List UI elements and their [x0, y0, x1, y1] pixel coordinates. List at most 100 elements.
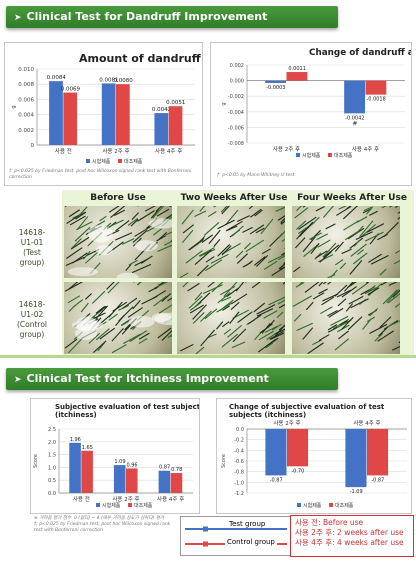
hair-strand — [315, 206, 325, 212]
hair-strand — [281, 252, 285, 256]
hair-strand — [131, 212, 140, 221]
hair-strand — [310, 243, 320, 255]
hair-strand — [167, 297, 172, 302]
hair-strand — [76, 221, 93, 231]
hair-strand — [366, 223, 385, 233]
hair-strand — [263, 260, 278, 270]
hair-strand — [388, 282, 398, 286]
hair-strand — [114, 232, 133, 241]
y-tick-label: -1.2 — [234, 491, 244, 497]
hair-strand — [169, 206, 172, 208]
bar-value-label: 0.0069 — [61, 87, 81, 93]
hair-strand — [156, 208, 170, 217]
hair-strand — [65, 247, 83, 260]
hair-strand — [133, 237, 142, 247]
bar-test — [69, 442, 81, 493]
hair-strand — [341, 316, 354, 330]
hair-strand — [208, 229, 221, 245]
y-tick-label: -1.0 — [234, 480, 244, 486]
hair-strand — [320, 306, 333, 315]
itch-chart-panel: Subjective evaluation of test subjects (i… — [30, 398, 200, 514]
hair-strand — [339, 262, 347, 270]
hair-strand — [221, 245, 232, 256]
change-footnote: †: p<0.05 by Mann-Whitney U test — [217, 173, 295, 178]
hair-strand — [275, 206, 285, 212]
hair-strand — [280, 220, 285, 225]
hair-strand — [245, 239, 265, 253]
hair-strand — [236, 253, 248, 264]
hair-strand — [189, 304, 204, 314]
chart-title-line: (itchiness) — [55, 411, 97, 419]
x-category-label: 사용 2주 후 — [102, 147, 129, 155]
column-header-two-weeks: Two Weeks After Use — [180, 193, 288, 203]
hair-strand — [369, 210, 378, 216]
bar-value-label: -0.0018 — [367, 97, 386, 103]
bar-control — [365, 80, 387, 95]
x-category-label: 사용 전 — [55, 147, 72, 155]
bar-test — [344, 80, 365, 114]
hair-strand — [251, 282, 261, 289]
hair-strand — [356, 249, 365, 256]
hair-strand — [108, 313, 118, 321]
hair-strand — [84, 293, 93, 300]
hair-strand — [198, 247, 215, 257]
definition-two-weeks: 사용 2주 후: 2 weeks after use — [295, 528, 404, 537]
hair-strand — [64, 338, 78, 349]
bar-test — [158, 470, 171, 493]
bar-control — [287, 429, 309, 467]
hair-strand — [296, 206, 303, 212]
hair-strand — [256, 254, 269, 267]
y-tick-label: 0.008 — [18, 82, 34, 88]
hair-strand — [121, 238, 135, 245]
hair-strand — [226, 288, 239, 298]
legend-label: 시험제품 — [92, 158, 111, 165]
hair-strand — [128, 259, 138, 266]
hair-strand — [351, 282, 369, 295]
y-tick-label: 0.5 — [48, 478, 56, 484]
hair-strand — [263, 310, 278, 319]
hair-strand — [127, 307, 143, 318]
bar-control — [168, 106, 183, 145]
hair-strand — [221, 206, 230, 215]
hair-strand — [381, 206, 388, 209]
y-tick-label: 0.000 — [230, 79, 244, 85]
hair-strand — [155, 206, 163, 212]
group-legend-box: Test group Control group — [180, 516, 292, 556]
hair-strand — [343, 282, 354, 292]
hair-strand — [113, 209, 126, 216]
dandruff-flake — [148, 218, 172, 229]
scalp-hair-strands — [179, 206, 285, 278]
hair-strand — [131, 263, 152, 274]
hair-strand — [134, 225, 153, 237]
y-tick-label: -0.2 — [234, 438, 244, 444]
hair-strand — [359, 220, 374, 238]
hair-strand — [327, 282, 332, 285]
hair-strand — [137, 210, 155, 222]
y-tick-label: 0.0 — [48, 491, 56, 497]
hair-strand — [327, 324, 338, 331]
hair-strand — [265, 342, 273, 349]
hair-strand — [366, 316, 376, 323]
hair-strand — [335, 259, 344, 266]
hair-strand — [95, 305, 107, 314]
scalp-photo — [64, 206, 172, 278]
hair-strand — [182, 282, 189, 288]
scalp-hair-strands — [293, 206, 400, 278]
hair-strand — [223, 206, 228, 210]
legend-label: 대조제품 — [124, 158, 143, 165]
bar-test — [265, 429, 287, 476]
change-chart-panel: Change of dandruff amount 0.002 0.000 -0.00… — [210, 42, 412, 186]
hair-strand — [322, 282, 328, 285]
y-tick-label: -0.006 — [228, 125, 244, 131]
x-category-label: 사용 4주 후 — [353, 419, 380, 427]
column-header-before: Before Use — [90, 193, 146, 203]
arrow-right-icon: ➤ — [14, 13, 22, 23]
test-group-marker — [203, 526, 208, 532]
hair-strand — [270, 332, 285, 340]
hair-strand — [132, 299, 141, 310]
hair-strand — [312, 339, 322, 346]
hair-strand — [221, 333, 238, 348]
hair-strand — [217, 244, 231, 257]
hair-strand — [338, 206, 347, 210]
hair-strand — [387, 292, 400, 304]
